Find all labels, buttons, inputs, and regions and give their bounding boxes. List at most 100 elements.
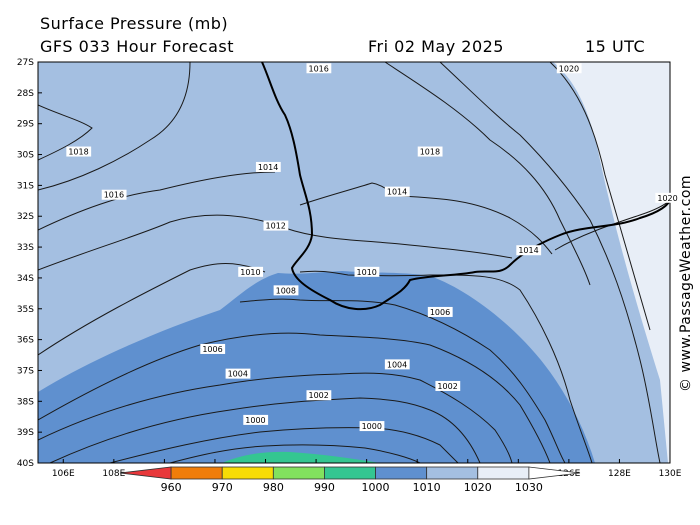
isobar-label-text: 1018	[420, 148, 440, 157]
lon-tick-label: 130E	[659, 469, 682, 479]
isobar-label-bg	[200, 343, 226, 354]
isobar-label-text: 1012	[266, 222, 286, 231]
isobar-label: 1020	[556, 63, 582, 74]
lat-tick-label: 40S	[17, 459, 34, 469]
lat-tick-label: 27S	[17, 58, 34, 68]
isobar-line	[554, 199, 670, 251]
isobar-line	[38, 171, 276, 231]
isobar-line	[38, 263, 266, 356]
isobar-label-bg	[384, 186, 410, 197]
isobar-label-text: 1020	[559, 64, 579, 73]
legend-swatch	[477, 466, 530, 480]
isobar-label: 1012	[263, 220, 289, 231]
isobar-label: 1002	[435, 380, 461, 391]
isobar-line	[549, 62, 651, 331]
isobar-label-bg	[238, 266, 264, 277]
isobar-label-text: 1020	[657, 194, 677, 203]
isobar-label: 1010	[354, 266, 380, 277]
isobar-label-text: 1004	[228, 370, 248, 379]
isobar-label-text: 1004	[387, 360, 407, 369]
isobar-label-bg	[384, 359, 410, 370]
isobar-label-bg	[556, 63, 582, 74]
legend-label: 990	[314, 481, 335, 494]
isobar-label-text: 1000	[245, 416, 265, 425]
isobar-label-text: 1016	[308, 64, 328, 73]
isobar-label: 1014	[516, 245, 542, 256]
isobar-label-text: 1006	[430, 308, 450, 317]
isobar-line	[239, 298, 566, 463]
isobar-label-text: 1018	[68, 148, 88, 157]
isobar-label: 1020	[655, 192, 681, 203]
isobar-label: 1014	[384, 186, 410, 197]
isobar-line	[384, 62, 591, 286]
legend-label: 960	[161, 481, 182, 494]
isobar-label-bg	[263, 220, 289, 231]
isobar-label: 1000	[359, 421, 385, 432]
map-frame	[37, 61, 671, 464]
legend-swatch	[170, 466, 223, 480]
isobar-label: 1014	[255, 161, 281, 172]
legend-swatch	[375, 466, 428, 480]
lon-tick-label: 108E	[102, 469, 125, 479]
isobar-line	[299, 270, 593, 463]
isobar-label: 1010	[238, 266, 264, 277]
fill-990-1000	[222, 451, 380, 463]
lat-tick-label: 33S	[17, 243, 34, 253]
isobar-label: 1000	[243, 414, 269, 425]
forecast-time: 15 UTC	[585, 37, 646, 56]
isobar-line	[439, 62, 661, 463]
legend-label: 1000	[362, 481, 390, 494]
isobar-label-text: 1016	[104, 191, 124, 200]
legend-swatch	[426, 466, 479, 480]
lat-tick-label: 29S	[17, 120, 34, 130]
lat-tick-label: 39S	[17, 428, 34, 438]
isobar-label-text: 1006	[202, 345, 222, 354]
isobar-label-text: 1014	[518, 246, 538, 255]
lat-tick-label: 30S	[17, 151, 34, 161]
isobar-line	[38, 332, 551, 463]
legend-swatch	[119, 466, 172, 480]
lon-tick-label: 106E	[52, 469, 75, 479]
legend-label: 1010	[413, 481, 441, 494]
isobar-line	[169, 444, 421, 463]
isobar-label-bg	[225, 368, 251, 379]
isobar-label-bg	[359, 421, 385, 432]
lat-tick-label: 38S	[17, 397, 34, 407]
isobar-label-bg	[417, 146, 443, 157]
isobar-label-bg	[101, 189, 127, 200]
latitude-axis: 27S 28S 29S 30S 31S 32S 33S 34S 35S 36S 37S 38S 39S 4…	[17, 58, 42, 469]
isobar-label-bg	[255, 161, 281, 172]
legend-swatch	[272, 466, 325, 480]
isobar-label: 1016	[306, 63, 332, 74]
legend-swatch	[221, 466, 274, 480]
isobar-label-bg	[66, 146, 92, 157]
legend-swatch	[324, 466, 376, 480]
isobar-label: 1004	[384, 359, 410, 370]
isobar-label: 1018	[417, 146, 443, 157]
isobar-label-bg	[427, 306, 453, 317]
isobar-label: 1018	[66, 146, 92, 157]
isobar-label-bg	[516, 245, 542, 256]
isobar-label: 1016	[101, 189, 127, 200]
isobar-label-bg	[306, 390, 332, 401]
map-title: Surface Pressure (mb)	[40, 14, 229, 33]
isobar-label-text: 1014	[387, 188, 407, 197]
legend-label: 1020	[464, 481, 492, 494]
isobar-label-text: 1010	[240, 268, 260, 277]
isobar-label: 1004	[225, 368, 251, 379]
isobar-label-bg	[243, 414, 269, 425]
isobar-label: 1002	[306, 390, 332, 401]
lat-tick-label: 31S	[17, 181, 34, 191]
isobar-label-bg	[435, 380, 461, 391]
fill-1000-1010	[38, 271, 595, 463]
lon-tick-label: 128E	[608, 469, 631, 479]
legend-label: 970	[212, 481, 233, 494]
map-subtitle: GFS 033 Hour Forecast	[40, 37, 235, 56]
isobar-line	[109, 427, 459, 463]
isobar-line	[38, 104, 93, 161]
isobar-label-text: 1010	[357, 268, 377, 277]
isobar-label-text: 1008	[276, 286, 296, 295]
legend-swatch	[528, 466, 581, 480]
isobar-label-bg	[306, 63, 332, 74]
isobar-label: 1006	[427, 306, 453, 317]
